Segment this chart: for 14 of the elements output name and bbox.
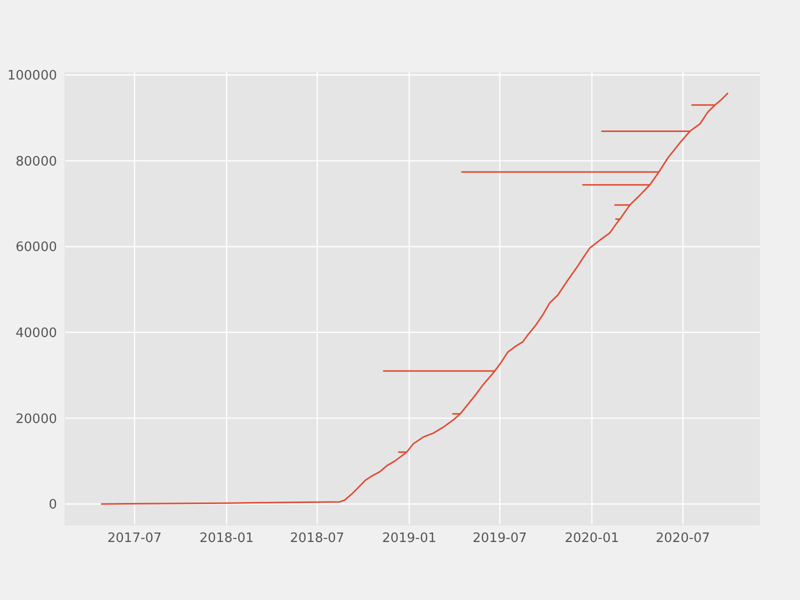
x-tick-label: 2018-07 bbox=[290, 531, 344, 546]
x-tick-label: 2017-07 bbox=[107, 531, 162, 546]
y-tick-label: 100000 bbox=[7, 68, 57, 84]
x-tick-label: 2018-01 bbox=[199, 531, 254, 546]
x-tick-label: 2020-07 bbox=[656, 531, 710, 546]
y-tick-label: 20000 bbox=[16, 412, 57, 427]
x-tick-label: 2019-07 bbox=[472, 531, 527, 546]
y-tick-label: 60000 bbox=[16, 240, 57, 256]
y-tick-label: 0 bbox=[48, 498, 57, 513]
x-tick-label: 2019-01 bbox=[382, 531, 436, 546]
line-series bbox=[100, 92, 729, 505]
x-tick-label: 2020-01 bbox=[564, 531, 620, 546]
y-tick-label: 80000 bbox=[16, 154, 57, 170]
y-tick-label: 40000 bbox=[16, 326, 57, 342]
